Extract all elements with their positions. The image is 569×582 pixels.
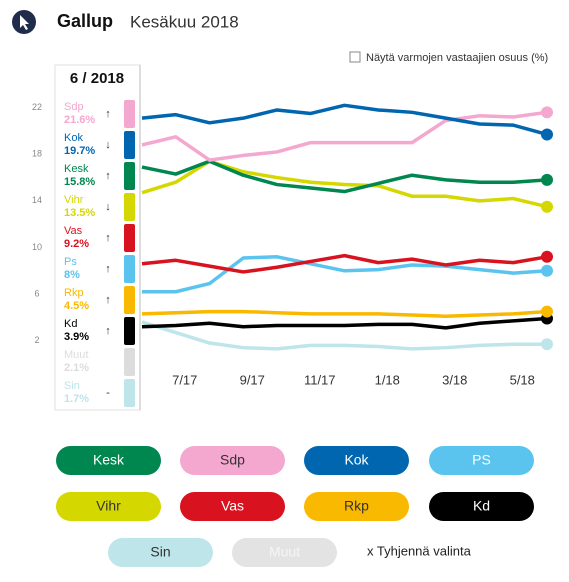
end-dot xyxy=(541,173,553,186)
party-name: Sin xyxy=(64,380,80,392)
header-subtitle: Kesäkuu 2018 xyxy=(130,12,239,31)
filter-button[interactable] xyxy=(304,446,409,475)
party-name: Kok xyxy=(64,132,83,144)
party-share: 21.6% xyxy=(64,114,95,126)
trend-arrow: ↑ xyxy=(105,170,111,182)
trend-arrow: - xyxy=(106,387,110,399)
header-title: Gallup xyxy=(57,11,113,31)
x-tick-label: 1/18 xyxy=(375,372,400,387)
party-share: 3.9% xyxy=(64,331,89,343)
filter-button[interactable] xyxy=(180,446,285,475)
series-line xyxy=(141,316,548,330)
filter-button-label[interactable]: Kesk xyxy=(93,452,125,468)
end-dot xyxy=(541,200,553,213)
party-share: 13.5% xyxy=(64,207,95,219)
trend-arrow: ↑ xyxy=(105,325,111,337)
party-name: Sdp xyxy=(64,101,84,113)
y-tick-label: 14 xyxy=(32,195,42,205)
filter-button[interactable] xyxy=(180,492,285,521)
series-line xyxy=(141,320,547,351)
party-swatch xyxy=(124,348,135,376)
party-swatch xyxy=(124,193,135,221)
party-share: 9.2% xyxy=(64,238,89,250)
trend-arrow: ↓ xyxy=(105,201,111,213)
end-dot xyxy=(541,250,553,263)
party-share: 2.1% xyxy=(64,362,89,374)
x-tick-label: 9/17 xyxy=(240,372,265,387)
checkbox[interactable] xyxy=(349,51,361,63)
party-swatch xyxy=(124,255,135,283)
filter-button-label[interactable]: Vas xyxy=(221,498,244,514)
party-share: 8% xyxy=(64,269,80,281)
trend-arrow: ↓ xyxy=(105,139,111,151)
clear-selection[interactable]: x Tyhjennä valinta xyxy=(367,543,472,558)
filter-button[interactable] xyxy=(56,492,161,521)
party-swatch xyxy=(124,379,135,407)
checkbox-label[interactable]: Näytä varmojen vastaajien osuus (%) xyxy=(366,52,548,64)
y-tick-label: 2 xyxy=(34,335,39,345)
filter-button-label[interactable]: PS xyxy=(472,452,491,468)
end-dot xyxy=(541,128,553,141)
filter-button[interactable] xyxy=(304,492,409,521)
filter-button-label[interactable]: Rkp xyxy=(344,498,369,514)
trend-arrow: ↑ xyxy=(105,232,111,244)
series-line xyxy=(141,309,548,318)
end-dot xyxy=(541,338,553,351)
filter-button-label[interactable]: Kok xyxy=(344,452,369,468)
filter-button-label[interactable]: Sdp xyxy=(220,452,245,468)
series-line xyxy=(141,110,548,162)
y-tick-label: 6 xyxy=(34,288,39,298)
party-swatch xyxy=(124,317,135,345)
series-line xyxy=(141,103,548,137)
party-swatch xyxy=(124,100,135,128)
party-swatch xyxy=(124,224,135,252)
cursor-icon xyxy=(20,15,29,30)
filter-button-label[interactable]: Sin xyxy=(150,544,170,560)
filter-button-label[interactable]: Kd xyxy=(473,498,490,514)
trend-arrow: ↑ xyxy=(105,294,111,306)
party-name: Ps xyxy=(64,256,77,268)
filter-button[interactable] xyxy=(56,446,161,475)
party-name: Muut xyxy=(64,349,88,361)
y-tick-label: 18 xyxy=(32,149,42,159)
party-name: Vas xyxy=(64,225,83,237)
party-share: 4.5% xyxy=(64,300,89,312)
trend-arrow: ↑ xyxy=(105,263,111,275)
party-swatch xyxy=(124,286,135,314)
party-name: Kd xyxy=(64,318,77,330)
end-dot xyxy=(541,106,553,119)
x-tick-label: 7/17 xyxy=(172,372,197,387)
party-name: Vihr xyxy=(64,194,84,206)
x-tick-label: 5/18 xyxy=(510,372,535,387)
end-dot xyxy=(541,264,553,277)
party-share: 19.7% xyxy=(64,145,95,157)
filter-button[interactable] xyxy=(429,492,534,521)
filter-button-label[interactable]: Muut xyxy=(269,544,300,560)
party-name: Kesk xyxy=(64,163,89,175)
y-tick-label: 10 xyxy=(32,242,42,252)
filter-button-label[interactable]: Vihr xyxy=(96,498,121,514)
party-share: 15.8% xyxy=(64,176,95,188)
trend-arrow: ↑ xyxy=(105,108,111,120)
y-tick-label: 22 xyxy=(32,102,42,112)
party-swatch xyxy=(124,131,135,159)
x-tick-label: 11/17 xyxy=(304,372,336,387)
filter-button[interactable] xyxy=(429,446,534,475)
filter-button[interactable] xyxy=(108,538,213,567)
party-share: 1.7% xyxy=(64,393,89,405)
end-dot xyxy=(541,305,553,318)
filter-button[interactable] xyxy=(232,538,337,567)
series-line xyxy=(142,255,548,294)
x-tick-label: 3/18 xyxy=(442,372,467,387)
series-line xyxy=(141,253,548,274)
party-swatch xyxy=(124,162,135,190)
panel-title: 6 / 2018 xyxy=(70,70,124,87)
party-name: Rkp xyxy=(64,287,84,299)
